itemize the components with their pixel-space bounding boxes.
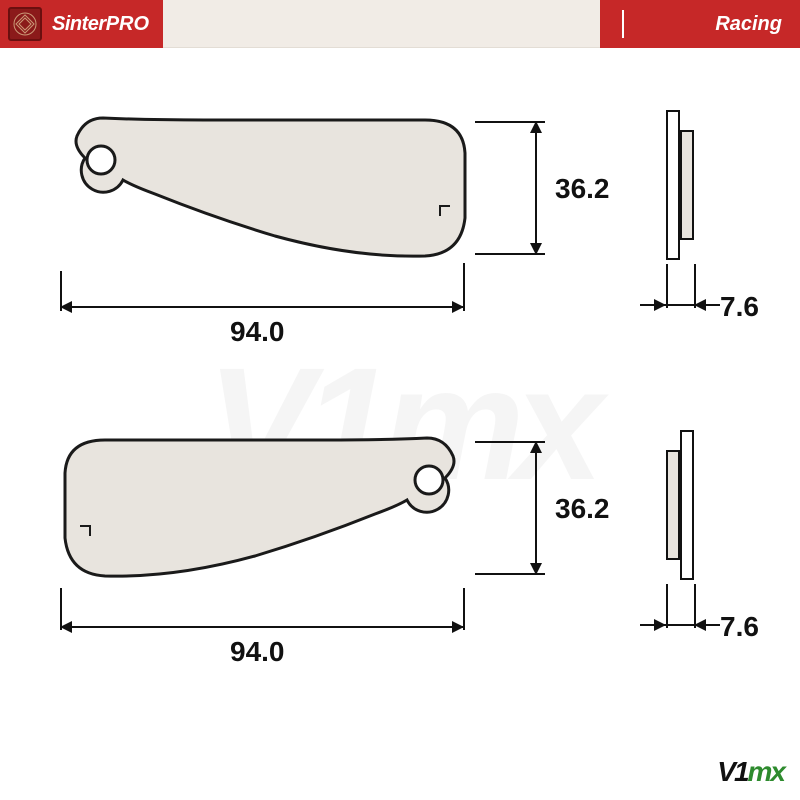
dim-line-width-top — [60, 306, 464, 308]
dim-arrow — [530, 121, 542, 133]
dim-arrow — [530, 441, 542, 453]
dim-line-width-bot — [60, 626, 464, 628]
dim-ext — [666, 584, 668, 628]
dim-arrow — [694, 619, 706, 631]
corner-logo-part2: mx — [748, 756, 784, 787]
dim-arrow — [530, 563, 542, 575]
dim-arrow — [60, 621, 72, 633]
header-right: Racing — [600, 0, 800, 48]
dim-line-height-top — [535, 121, 537, 255]
corner-logo: V1mx — [717, 756, 784, 788]
header-left: SinterPRO — [0, 0, 163, 48]
dim-arrow — [452, 621, 464, 633]
dim-line-thick-top — [640, 304, 720, 306]
header-band: SinterPRO Racing — [0, 0, 800, 48]
dim-arrow — [654, 619, 666, 631]
header-mid — [163, 0, 600, 48]
dim-height-bot: 36.2 — [555, 493, 610, 525]
dim-arrow — [60, 301, 72, 313]
corner-logo-part1: V1 — [717, 756, 747, 787]
dim-width-bot: 94.0 — [230, 636, 285, 668]
canvas: SinterPRO Racing V1mx 36.2 94 — [0, 0, 800, 800]
dim-height-top: 36.2 — [555, 173, 610, 205]
brand-sub-text: PRO — [106, 13, 149, 35]
brand-logo-icon — [8, 7, 42, 41]
dim-arrow — [530, 243, 542, 255]
header-divider — [622, 10, 624, 38]
dim-line-thick-bot — [640, 624, 720, 626]
header-right-label: Racing — [715, 13, 782, 36]
dim-thickness-bot: 7.6 — [720, 611, 759, 643]
dim-width-top: 94.0 — [230, 316, 285, 348]
dim-arrow — [694, 299, 706, 311]
dim-line-height-bot — [535, 441, 537, 575]
brand-name: SinterPRO — [52, 13, 149, 36]
dim-arrow — [452, 301, 464, 313]
dim-thickness-top: 7.6 — [720, 291, 759, 323]
dim-arrow — [654, 299, 666, 311]
pad-bot-face — [55, 418, 475, 593]
pad-bot-side-profile — [660, 430, 700, 580]
pad-top-side-profile — [660, 110, 700, 260]
dim-ext — [666, 264, 668, 308]
diagram-area: V1mx 36.2 94.0 7. — [0, 48, 800, 800]
brand-main-text: Sinter — [52, 13, 106, 35]
pad-top-face — [55, 98, 475, 273]
